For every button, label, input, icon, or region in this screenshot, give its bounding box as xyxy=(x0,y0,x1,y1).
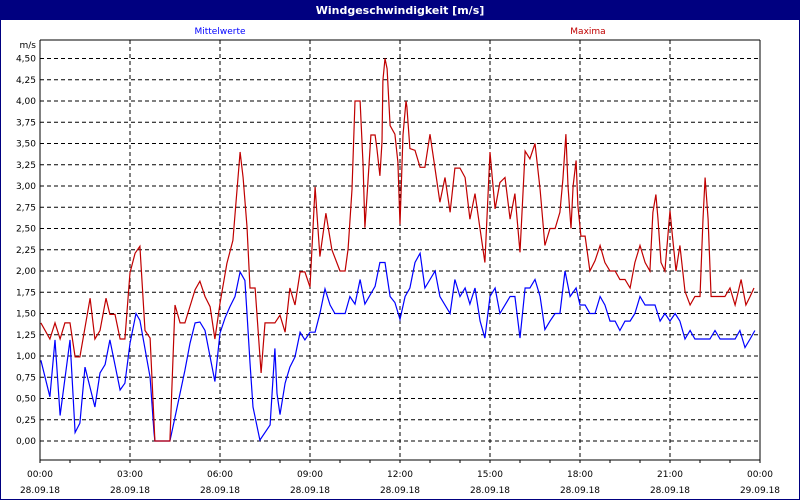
x-tick-time: 21:00 xyxy=(657,470,683,480)
y-tick-label: 4,00 xyxy=(16,97,36,107)
series-line-mittelwerte xyxy=(40,251,756,442)
y-tick-label: 0,00 xyxy=(16,437,36,447)
y-tick-label: 1,00 xyxy=(16,352,36,362)
x-tick-time: 00:00 xyxy=(27,470,53,480)
x-tick-time: 00:00 xyxy=(747,470,773,480)
x-tick-date: 28.09.18 xyxy=(470,486,510,496)
y-tick-label: 2,50 xyxy=(16,225,36,235)
x-tick-date: 28.09.18 xyxy=(200,486,240,496)
x-tick-date: 28.09.18 xyxy=(650,486,690,496)
x-tick-date: 28.09.18 xyxy=(110,486,150,496)
y-tick-label: 2,75 xyxy=(16,203,36,213)
y-tick-label: 4,25 xyxy=(16,76,36,86)
x-tick-time: 06:00 xyxy=(207,470,233,480)
series-line-maxima xyxy=(40,58,755,442)
y-tick-label: 0,25 xyxy=(16,416,36,426)
x-tick-date: 28.09.18 xyxy=(20,486,60,496)
window-title: Windgeschwindigkeit [m/s] xyxy=(1,1,799,20)
x-tick-time: 03:00 xyxy=(117,470,143,480)
y-tick-label: 3,75 xyxy=(16,118,36,128)
y-tick-label: 1,75 xyxy=(16,288,36,298)
y-tick-label: 1,25 xyxy=(16,331,36,341)
y-axis-unit: m/s xyxy=(20,41,37,51)
x-tick-date: 28.09.18 xyxy=(560,486,600,496)
y-tick-label: 2,00 xyxy=(16,267,36,277)
x-tick-date: 29.09.18 xyxy=(740,486,780,496)
x-tick-time: 18:00 xyxy=(567,470,593,480)
y-tick-label: 4,50 xyxy=(16,55,36,65)
y-tick-label: 0,50 xyxy=(16,395,36,405)
y-tick-label: 3,25 xyxy=(16,161,36,171)
y-tick-label: 1,50 xyxy=(16,310,36,320)
y-tick-label: 2,25 xyxy=(16,246,36,256)
y-tick-label: 3,00 xyxy=(16,182,36,192)
legend-mittelwerte: Mittelwerte xyxy=(194,27,245,37)
y-tick-label: 0,75 xyxy=(16,373,36,383)
x-tick-time: 12:00 xyxy=(387,470,413,480)
y-tick-label: 3,50 xyxy=(16,140,36,150)
x-tick-time: 09:00 xyxy=(297,470,323,480)
x-tick-date: 28.09.18 xyxy=(290,486,330,496)
legend-maxima: Maxima xyxy=(570,27,605,37)
x-tick-date: 28.09.18 xyxy=(380,486,420,496)
x-tick-time: 15:00 xyxy=(477,470,503,480)
